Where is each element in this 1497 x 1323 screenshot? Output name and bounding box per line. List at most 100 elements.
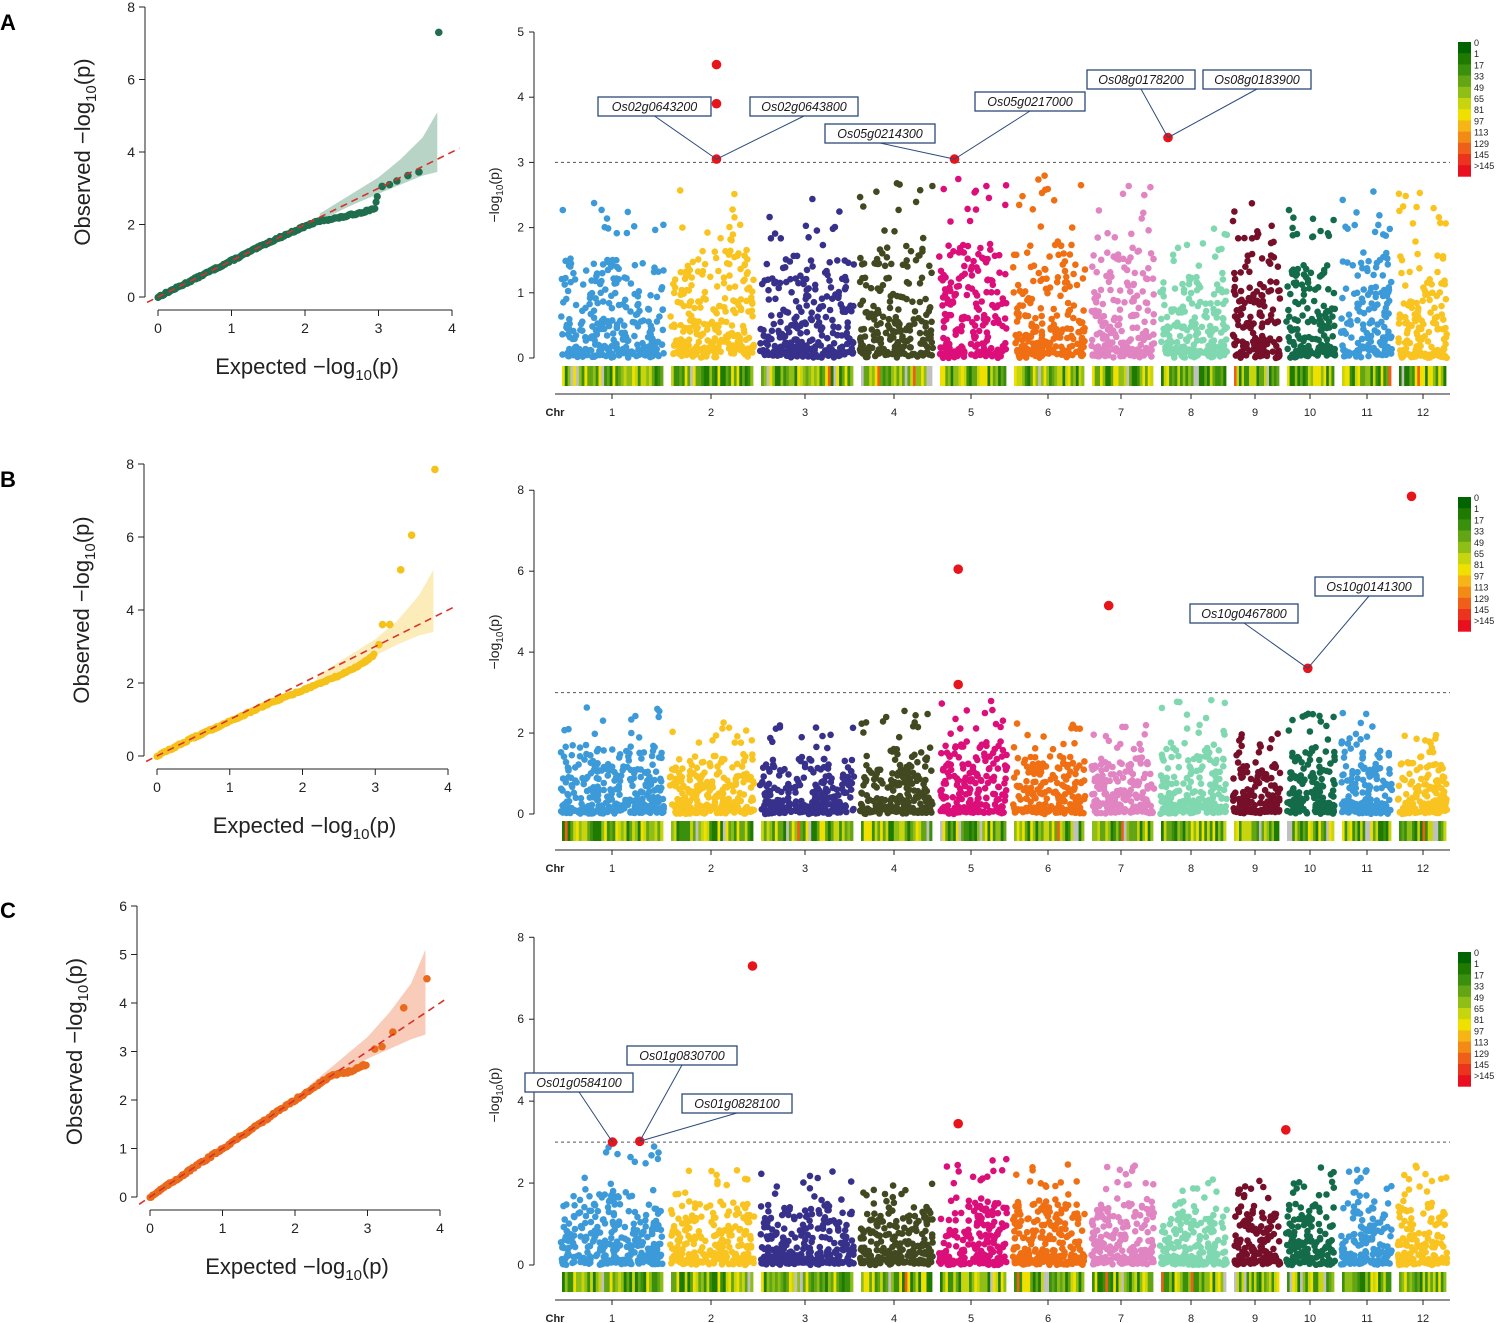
snp-point bbox=[1317, 227, 1324, 235]
snp-point bbox=[961, 807, 968, 814]
snp-point bbox=[689, 794, 696, 801]
snp-point bbox=[867, 284, 875, 292]
snp-point bbox=[1267, 278, 1274, 285]
density-bin bbox=[984, 821, 988, 841]
snp-point bbox=[1242, 263, 1249, 271]
density-bin bbox=[1207, 366, 1211, 386]
snp-point bbox=[1412, 238, 1419, 245]
snp-point bbox=[561, 281, 568, 288]
manhattan-y-tick-label: 6 bbox=[517, 564, 524, 578]
snp-point bbox=[1229, 217, 1237, 225]
snp-point bbox=[857, 254, 864, 262]
snp-point bbox=[906, 327, 914, 334]
snp-point bbox=[940, 185, 947, 193]
qq-x-tick-label: 4 bbox=[448, 320, 456, 336]
snp-point bbox=[790, 252, 797, 260]
snp-point bbox=[1421, 333, 1428, 340]
gene-leader-line bbox=[1140, 88, 1169, 138]
density-bin bbox=[915, 366, 919, 386]
density-bin bbox=[874, 366, 878, 386]
snp-point bbox=[713, 310, 720, 317]
gene-leader-line bbox=[879, 142, 955, 160]
snp-point bbox=[909, 723, 917, 730]
snp-point bbox=[1211, 253, 1219, 260]
density-bin bbox=[720, 366, 724, 386]
snp-point bbox=[1234, 235, 1242, 242]
snp-point bbox=[963, 707, 971, 714]
snp-point bbox=[1037, 305, 1045, 312]
snp-point bbox=[1147, 183, 1154, 191]
density-bin bbox=[681, 821, 685, 841]
density-bin bbox=[654, 821, 658, 841]
snp-point bbox=[1207, 300, 1214, 307]
snp-point bbox=[1066, 788, 1074, 796]
snp-point bbox=[886, 304, 894, 312]
snp-point bbox=[765, 286, 772, 294]
density-bin bbox=[953, 821, 957, 841]
snp-point bbox=[1372, 293, 1379, 301]
density-bin bbox=[766, 366, 770, 386]
snp-point bbox=[559, 206, 567, 214]
snp-point bbox=[1268, 222, 1275, 230]
density-bin bbox=[1241, 366, 1245, 386]
snp-point bbox=[670, 289, 678, 297]
snp-point bbox=[947, 730, 954, 737]
snp-point bbox=[725, 345, 733, 352]
snp-point bbox=[896, 328, 903, 335]
snp-point bbox=[968, 272, 976, 279]
snp-point bbox=[892, 313, 900, 321]
snp-point bbox=[1013, 769, 1021, 776]
snp-point bbox=[604, 808, 611, 816]
snp-point bbox=[1068, 724, 1075, 732]
snp-point bbox=[1089, 263, 1096, 271]
density-bin bbox=[1019, 366, 1023, 386]
snp-point bbox=[565, 765, 572, 772]
snp-point bbox=[1432, 320, 1440, 328]
snp-point bbox=[984, 333, 992, 341]
snp-point bbox=[963, 738, 970, 745]
snp-point bbox=[673, 337, 680, 344]
density-bin bbox=[1307, 366, 1311, 386]
snp-point bbox=[966, 777, 974, 784]
density-bin bbox=[646, 821, 650, 841]
snp-point bbox=[634, 293, 642, 300]
density-bin bbox=[1331, 366, 1335, 386]
snp-point bbox=[857, 342, 865, 350]
snp-point bbox=[812, 724, 820, 731]
snp-point bbox=[936, 253, 943, 260]
snp-point bbox=[974, 795, 981, 803]
snp-point bbox=[1114, 297, 1121, 305]
snp-point bbox=[862, 282, 870, 289]
snp-point bbox=[1038, 320, 1046, 327]
snp-point bbox=[923, 343, 931, 351]
density-strip bbox=[562, 366, 664, 386]
density-bin bbox=[1328, 366, 1332, 386]
snp-point bbox=[983, 739, 990, 746]
snp-point bbox=[718, 318, 726, 325]
snp-point bbox=[1246, 284, 1253, 292]
density-bin bbox=[679, 821, 683, 841]
chromosome-label: 10 bbox=[1304, 407, 1316, 419]
snp-point bbox=[763, 260, 771, 268]
snp-point bbox=[926, 304, 934, 312]
density-bin bbox=[564, 366, 568, 386]
snp-point bbox=[644, 305, 652, 313]
snp-point bbox=[958, 795, 965, 803]
snp-point bbox=[827, 284, 835, 291]
snp-point bbox=[860, 729, 867, 736]
snp-point bbox=[1339, 294, 1346, 302]
snp-point bbox=[939, 302, 946, 309]
snp-point bbox=[908, 351, 915, 359]
snp-point bbox=[1360, 249, 1367, 256]
snp-point bbox=[749, 313, 756, 320]
snp-point bbox=[1266, 260, 1274, 268]
snp-point bbox=[1220, 351, 1228, 359]
snp-point bbox=[863, 752, 870, 760]
snp-point bbox=[628, 729, 635, 737]
density-strip bbox=[671, 821, 754, 841]
density-bin bbox=[1404, 366, 1408, 386]
snp-point bbox=[1293, 353, 1300, 361]
density-bin bbox=[1323, 366, 1327, 386]
snp-point bbox=[1404, 327, 1411, 334]
snp-point bbox=[882, 713, 890, 721]
